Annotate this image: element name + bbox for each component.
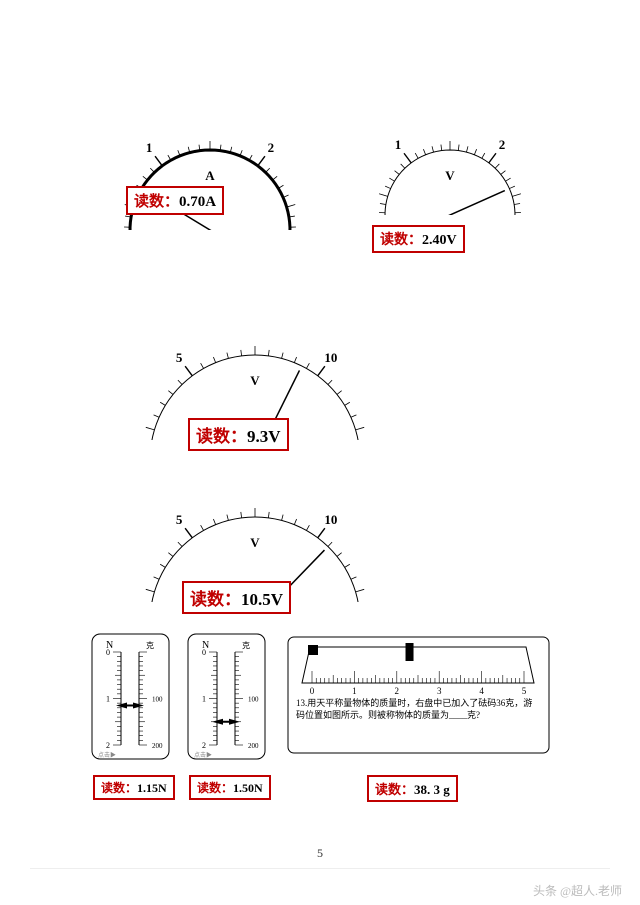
reading-value: 38. 3 g <box>414 782 450 797</box>
reading-box-balance: 读数：38. 3 g <box>367 775 458 802</box>
reading-value: 10.5V <box>241 590 283 609</box>
reading-value: 9.3V <box>247 427 281 446</box>
svg-text:100: 100 <box>248 696 259 704</box>
svg-text:2: 2 <box>395 686 400 696</box>
svg-text:1: 1 <box>395 137 402 152</box>
spring-scale-2: N克011002200点击▶ <box>184 630 269 765</box>
footer-separator <box>30 868 610 869</box>
svg-text:0: 0 <box>310 686 315 696</box>
svg-text:2: 2 <box>202 741 206 750</box>
reading-label: 读数： <box>101 781 137 795</box>
reading-value: 1.15N <box>137 781 167 795</box>
svg-text:2: 2 <box>268 140 275 155</box>
svg-text:V: V <box>250 535 260 550</box>
reading-value: 1.50N <box>233 781 263 795</box>
svg-text:200: 200 <box>248 742 259 750</box>
reading-label: 读数： <box>375 782 414 797</box>
reading-box-voltmeter-a: 读数：9.3V <box>188 418 289 451</box>
reading-box-voltmeter-b: 读数：10.5V <box>182 581 291 614</box>
svg-text:克: 克 <box>242 641 250 650</box>
voltmeter-0-3: 0123V <box>350 85 550 215</box>
reading-value: 2.40V <box>422 233 457 248</box>
reading-value: 0.70A <box>179 194 216 210</box>
watermark: 头条 @超人.老师 <box>533 882 622 899</box>
svg-text:10: 10 <box>324 512 337 527</box>
reading-box-ammeter: 读数：0.70A <box>126 186 224 215</box>
svg-text:5: 5 <box>176 350 183 365</box>
svg-text:1: 1 <box>146 140 153 155</box>
svg-text:10: 10 <box>324 350 337 365</box>
svg-text:A: A <box>205 168 215 183</box>
svg-text:1: 1 <box>352 686 357 696</box>
svg-text:点击▶: 点击▶ <box>194 751 212 759</box>
svg-text:克: 克 <box>146 641 154 650</box>
worksheet-page: 0123A 读数：0.70A 0123V 读数：2.40V 051015V 读数… <box>0 0 640 905</box>
svg-text:0: 0 <box>202 648 206 657</box>
page-number: 5 <box>0 846 640 861</box>
svg-text:0: 0 <box>106 648 110 657</box>
reading-box-spring-2: 读数：1.50N <box>189 775 271 800</box>
svg-text:5: 5 <box>176 512 183 527</box>
reading-label: 读数： <box>380 233 422 248</box>
svg-text:V: V <box>445 168 455 183</box>
reading-label: 读数： <box>196 427 247 446</box>
svg-text:点击▶: 点击▶ <box>98 751 116 759</box>
svg-text:V: V <box>250 373 260 388</box>
svg-text:100: 100 <box>152 696 163 704</box>
svg-text:3: 3 <box>437 686 442 696</box>
svg-text:4: 4 <box>479 686 484 696</box>
balance-ruler: 01234513.用天平称量物体的质量时，右盘中已加入了砝码36克，游码位置如图… <box>286 635 551 755</box>
spring-scale-1: N克011002200点击▶ <box>88 630 173 765</box>
svg-text:5: 5 <box>522 686 527 696</box>
svg-text:1: 1 <box>202 695 206 704</box>
reading-label: 读数： <box>134 194 179 210</box>
svg-text:2: 2 <box>106 741 110 750</box>
reading-label: 读数： <box>197 781 233 795</box>
svg-text:200: 200 <box>152 742 163 750</box>
svg-text:1: 1 <box>106 695 110 704</box>
reading-label: 读数： <box>190 590 241 609</box>
svg-text:2: 2 <box>499 137 506 152</box>
reading-box-voltmeter-small: 读数：2.40V <box>372 225 465 253</box>
reading-box-spring-1: 读数：1.15N <box>93 775 175 800</box>
